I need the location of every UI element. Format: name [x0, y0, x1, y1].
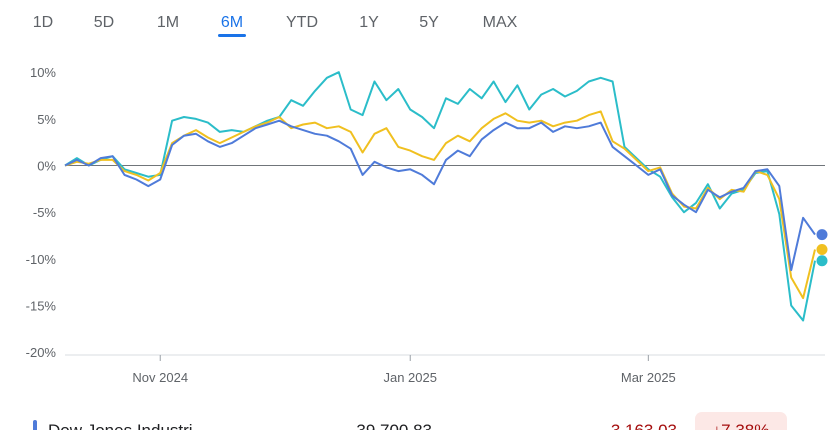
end-dot [816, 255, 828, 267]
x-tick-label: Nov 2024 [132, 370, 188, 385]
y-tick-label: 10% [30, 65, 56, 80]
x-tick-label: Mar 2025 [621, 370, 676, 385]
range-tab[interactable]: MAX [483, 14, 518, 31]
range-tab[interactable]: 6M [221, 14, 243, 31]
y-tick-label: -20% [26, 345, 57, 360]
series-line [64, 110, 816, 300]
range-tabs: 1D 5D 1M 6M YTD 1Y 5Y MAX [33, 14, 518, 37]
series-line [64, 119, 816, 272]
price: 39,700.83 [356, 421, 432, 430]
range-tab[interactable]: 5Y [419, 14, 439, 31]
end-dot [816, 229, 828, 241]
y-tick-label: -5% [33, 205, 57, 220]
percent-badge [695, 412, 787, 430]
range-tab[interactable]: 1Y [359, 14, 379, 31]
instrument-name[interactable]: Dow Jones Industri [48, 421, 193, 430]
range-tab[interactable]: YTD [286, 14, 318, 31]
y-tick-label: 5% [37, 112, 56, 127]
change: -3,163.03 [605, 421, 677, 430]
y-tick-label: -15% [26, 299, 57, 314]
x-tick-label: Jan 2025 [383, 370, 437, 385]
legend-swatch [33, 420, 37, 430]
range-tab[interactable]: 5D [94, 14, 114, 31]
percent-change: ↓7.38% [713, 421, 770, 430]
y-tick-label: -10% [26, 252, 57, 267]
y-tick-label: 0% [37, 159, 56, 174]
end-dot [816, 244, 828, 256]
range-tab[interactable]: 1M [157, 14, 179, 31]
tab-underline [218, 34, 246, 37]
range-tab[interactable]: 1D [33, 14, 53, 31]
